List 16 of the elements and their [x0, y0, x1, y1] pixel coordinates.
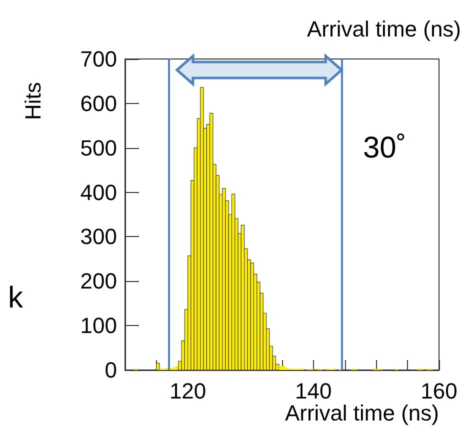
x-tick-label: 160	[420, 378, 458, 404]
annotation: 30˚	[363, 132, 406, 164]
y-tick-label: 300	[80, 224, 117, 250]
x-axis-title: Arrival time (ns)	[284, 400, 439, 426]
y-tick-label: 600	[80, 90, 117, 116]
text: k	[8, 282, 24, 314]
x-tick-label: 120	[169, 378, 206, 404]
y-tick-label: 400	[80, 180, 117, 205]
y-tick-label: 0	[104, 358, 117, 382]
y-axis-title: Hits	[20, 82, 46, 120]
y-tick-label: 200	[80, 268, 117, 294]
y-tick-label: 700	[80, 46, 117, 72]
x-tick-label: 140	[295, 378, 332, 404]
y-tick-label: 500	[80, 135, 117, 160]
y-tick-label: 100	[80, 313, 117, 338]
text: Arrival time (ns)	[306, 16, 462, 42]
